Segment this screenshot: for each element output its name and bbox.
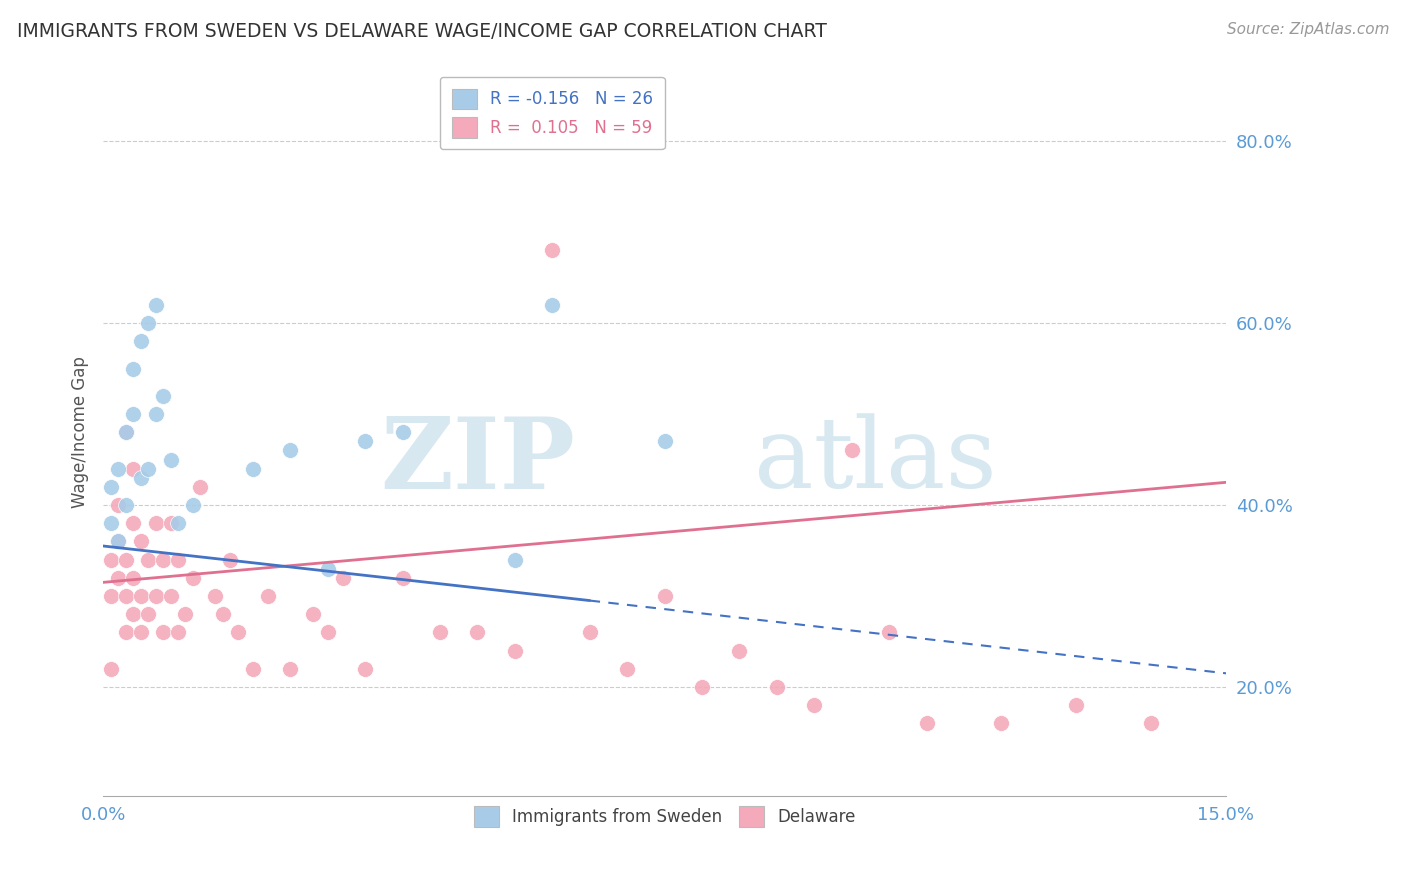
Point [181,571,204,585]
Point [1140,716,1163,731]
Point [841,443,863,458]
Legend: Immigrants from Sweden, Delaware: Immigrants from Sweden, Delaware [465,798,863,835]
Point [167,625,190,640]
Point [114,425,136,440]
Point [429,625,451,640]
Point [990,716,1012,731]
Point [100,552,122,566]
Point [107,461,129,475]
Point [122,407,145,421]
Point [174,607,197,622]
Point [212,607,235,622]
Point [114,498,136,512]
Point [354,662,377,676]
Point [159,516,181,531]
Y-axis label: Wage/Income Gap: Wage/Income Gap [72,357,89,508]
Point [467,625,489,640]
Point [654,589,676,603]
Point [145,589,167,603]
Point [159,589,181,603]
Point [766,680,789,694]
Point [145,298,167,312]
Point [391,571,413,585]
Point [242,461,264,475]
Point [541,244,564,258]
Point [190,480,212,494]
Point [136,552,159,566]
Point [915,716,938,731]
Point [391,425,413,440]
Point [114,625,136,640]
Point [204,589,226,603]
Point [129,625,152,640]
Point [503,552,526,566]
Point [107,571,129,585]
Point [114,552,136,566]
Point [181,498,204,512]
Point [114,425,136,440]
Point [152,552,174,566]
Point [122,461,145,475]
Point [100,516,122,531]
Text: IMMIGRANTS FROM SWEDEN VS DELAWARE WAGE/INCOME GAP CORRELATION CHART: IMMIGRANTS FROM SWEDEN VS DELAWARE WAGE/… [17,22,827,41]
Point [100,480,122,494]
Point [690,680,713,694]
Point [877,625,900,640]
Point [152,389,174,403]
Point [278,662,301,676]
Point [226,625,249,640]
Point [122,571,145,585]
Point [145,407,167,421]
Point [503,643,526,657]
Text: atlas: atlas [755,414,997,509]
Point [1064,698,1087,713]
Point [145,516,167,531]
Point [152,625,174,640]
Point [129,589,152,603]
Point [122,607,145,622]
Point [129,534,152,549]
Point [219,552,242,566]
Point [136,461,159,475]
Point [354,434,377,449]
Point [136,607,159,622]
Point [167,516,190,531]
Point [728,643,751,657]
Point [100,662,122,676]
Point [129,471,152,485]
Point [122,361,145,376]
Point [136,316,159,330]
Point [114,589,136,603]
Point [616,662,638,676]
Point [256,589,278,603]
Point [107,498,129,512]
Point [578,625,600,640]
Point [278,443,301,458]
Point [129,334,152,349]
Point [122,516,145,531]
Point [316,625,339,640]
Point [803,698,825,713]
Point [242,662,264,676]
Point [167,552,190,566]
Point [100,589,122,603]
Point [301,607,323,622]
Text: ZIP: ZIP [380,413,575,510]
Point [316,562,339,576]
Point [159,452,181,467]
Text: Source: ZipAtlas.com: Source: ZipAtlas.com [1226,22,1389,37]
Point [107,534,129,549]
Point [654,434,676,449]
Point [332,571,354,585]
Point [541,298,564,312]
Point [107,534,129,549]
